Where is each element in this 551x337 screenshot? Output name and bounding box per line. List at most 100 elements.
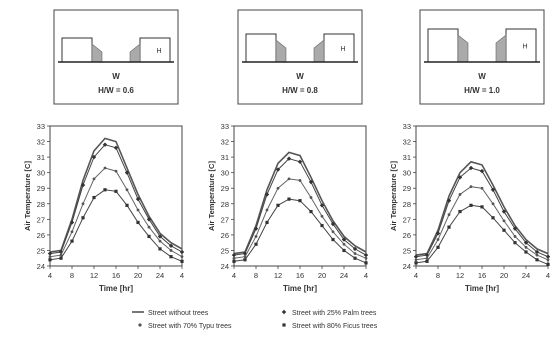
data-point-dot [513,235,517,238]
data-point-dot [136,208,140,212]
y-tick-label: 28 [403,200,411,209]
data-point-diamond [47,251,53,256]
data-point-square [425,259,429,263]
data-point-square [364,261,368,265]
data-point-diamond [69,220,75,225]
legend-item: Street without trees [132,310,209,317]
data-point-square [125,203,129,207]
data-point-square [320,223,324,228]
x-tick-label: 20 [500,271,508,280]
y-tick-label: 29 [403,184,411,193]
data-point-dot [114,169,118,173]
x-tick-label: 16 [296,271,304,280]
y-tick-label: 27 [403,215,411,224]
y-tick-label: 29 [221,184,229,193]
legend: Street without trees Street with 25% Palm… [132,309,378,330]
data-point-diamond [545,254,551,259]
x-tick-label: 24 [340,271,348,280]
data-point-dot [243,255,247,259]
data-point-diamond [157,234,163,239]
data-point-dot [425,256,429,260]
x-tick-label: 16 [112,271,120,280]
y-tick-label: 32 [403,138,411,147]
x-tick-label: 16 [478,271,486,280]
data-point-square [524,250,528,254]
y-tick-label: 26 [37,231,45,240]
data-point-square [469,203,473,207]
x-tick-label: 8 [70,271,74,280]
data-point-diamond [512,226,518,231]
data-point-square [48,258,52,262]
data-point-square [232,259,236,263]
data-point-square [70,239,74,243]
data-point-diamond [297,159,303,164]
data-point-square [276,203,280,207]
data-point-dot [414,258,418,262]
data-point-square [513,241,517,245]
data-point-square [436,245,440,249]
data-point-square [298,199,302,203]
data-point-square [114,189,118,193]
data-point-dot [524,245,528,249]
x-tick-label: 4 [48,271,52,280]
y-tick-label: 32 [221,138,229,147]
data-point-dot [81,202,85,206]
data-point-square [243,258,247,262]
data-point-dot [70,230,74,234]
y-tick-label: 29 [37,184,45,193]
x-tick-label: 20 [134,271,142,280]
data-point-square [147,234,151,239]
data-point-square [331,237,335,242]
x-tick-label: 24 [522,271,530,280]
data-point-diamond [124,170,130,175]
x-tick-label: 24 [156,271,164,280]
data-point-diamond [91,154,97,160]
data-point-dot [59,253,63,257]
data-point-square [158,247,162,251]
data-point-dot [309,196,313,199]
legend-label: Street with 70% Typu trees [148,323,232,330]
x-tick-label: 8 [254,271,258,280]
data-point-diamond [286,156,292,161]
data-point-diamond [264,192,270,197]
x-tick-label: 4 [180,271,184,280]
x-tick-label: 12 [274,271,282,280]
data-point-dot [158,239,162,243]
data-point-square [265,220,269,225]
data-point-dot [48,255,52,259]
data-point-square [414,261,418,265]
data-point-square [81,216,85,220]
x-axis-label: Time [hr] [283,284,317,293]
y-tick-label: 30 [221,169,229,178]
data-point-dot [103,166,107,170]
legend-marker-diamond [281,309,287,315]
series-line-1 [233,151,367,255]
data-point-dot [491,202,495,206]
data-point-dot [436,238,440,241]
data-point-square [180,259,184,263]
y-tick-label: 25 [403,246,411,255]
y-tick-label: 31 [221,153,229,162]
y-tick-label: 28 [37,200,45,209]
data-point-dot [92,177,96,181]
panel-1: H W H/W = 0.6 24 25 26 27 28 29 30 31 32 33 4 8 12 16 20 2… [23,9,185,293]
width-label: W [296,72,304,81]
data-point-square [59,256,63,260]
data-point-diamond [179,249,185,255]
y-tick-label: 33 [37,122,45,131]
data-point-dot [287,177,291,181]
ratio-label: H/W = 0.6 [98,86,134,95]
y-tick-label: 25 [37,246,45,255]
data-point-square [353,256,357,260]
y-axis-label: Air Temperature [C] [23,161,32,231]
data-point-diamond [231,252,237,258]
legend-marker-dot [138,323,142,327]
data-point-diamond [275,167,281,172]
data-point-diamond [457,175,463,180]
legend-item: Street with 80% Ficus trees [282,323,378,330]
series-line-1 [49,137,183,253]
y-tick-label: 31 [37,153,45,162]
plot-frame [233,125,367,267]
y-tick-label: 31 [403,153,411,162]
